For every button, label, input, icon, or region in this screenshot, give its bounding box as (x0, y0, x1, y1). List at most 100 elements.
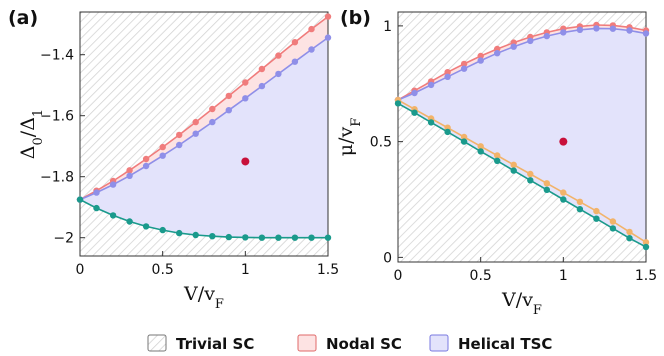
panel-b-series-lower-point (642, 243, 650, 251)
panel-b-series-lower_orange-line (397, 99, 647, 243)
panel-a-series-helical-line (79, 36, 329, 201)
panel-a-series-helical-point (109, 181, 117, 188)
panel-b-series-lower-point (576, 206, 584, 213)
panel-b-series-helical-point (593, 25, 600, 32)
panel-a-series-helical-point (258, 82, 266, 90)
panel-b-series-helical-point (642, 30, 650, 37)
panel-b-series-helical-point (460, 65, 468, 72)
panel-a-series-lower-point (93, 204, 100, 212)
legend-label-helical: Helical TSC (458, 335, 552, 353)
panel-a-series-lower-point (159, 226, 166, 234)
panel-a-series-nodal-point (176, 131, 183, 139)
panel-b-marker-point (559, 137, 568, 146)
panel-b-xtick-label: 0 (394, 268, 403, 284)
panel-a-series-helical-point (192, 130, 199, 137)
panel-b-series-lower-point (543, 186, 550, 193)
panel-a-series-helical-point (275, 70, 282, 78)
panel-b: 0 0.5 1 1.5 0 0.5 1 V/vF μ/vF (335, 11, 657, 318)
panel-b-series-helical-point (444, 73, 451, 81)
panel-b-series-nodal-line (397, 24, 647, 101)
panel-b-label: (b) (340, 7, 371, 29)
legend-label-nodal: Nodal SC (326, 335, 402, 353)
panel-b-series-lower_orange-point (642, 239, 650, 246)
panel-a-series-helical-point (291, 58, 299, 65)
panel-b-series-lower-point (460, 138, 468, 145)
panel-a-frame (79, 11, 329, 257)
panel-a-series-nodal-point (258, 65, 266, 73)
panel-b-series-helical-point (427, 81, 435, 89)
panel-b-series-lower_orange-point (543, 180, 550, 187)
panel-b-series-helical-point (510, 43, 517, 50)
panel-b-series-lower-point (427, 119, 435, 126)
panel-b-series-lower-point (626, 235, 633, 242)
panel-a: 0 0.5 1 1.5 −2 −1.8 −1.6 −1.4 V/vF Δ0/Δ1 (17, 11, 339, 312)
panel-a-label: (a) (8, 7, 38, 29)
panel-b-series-helical-point (527, 37, 534, 45)
panel-a-series-helical-point (159, 152, 166, 159)
panel-b-series-lower_orange-point (593, 207, 600, 215)
panel-b-xtick-label: 1 (559, 268, 568, 284)
panel-a-series-nodal-point (225, 92, 232, 100)
panel-b-series-lower_orange-point (460, 133, 468, 141)
panel-a-y-axis-label: Δ0/Δ1 (17, 109, 46, 159)
panel-b-xtick-label: 0.5 (470, 268, 492, 284)
panel-a-series-lower-point (225, 233, 232, 241)
panel-a-series-nodal-point (142, 155, 150, 163)
panel-b-series-lower-point (494, 157, 501, 164)
panel-b-series-nodal-point (477, 52, 484, 60)
panel-b-series-lower_orange-point (609, 218, 617, 225)
panel-b-series-nodal-point (460, 60, 468, 68)
panel-b-series-nodal-point (444, 69, 451, 76)
panel-a-series-lower-point (142, 223, 150, 230)
panel-a-series-nodal-point (209, 105, 216, 113)
panel-a-series-lower-point (176, 229, 183, 237)
panel-b-series-helical-point (411, 89, 418, 97)
panel-a-series-helical-point (308, 46, 315, 53)
panel-b-series-lower_orange-point (510, 161, 517, 168)
panel-a-ytick-label: −2 (53, 231, 74, 247)
panel-a-series-lower-point (258, 234, 266, 241)
panel-b-series-lower_orange-point (477, 143, 484, 150)
panel-a-series-nodal-point (291, 39, 299, 46)
panel-a-ytick-label: −1.8 (40, 170, 74, 186)
panel-a-series-lower-point (192, 231, 199, 239)
legend: Trivial SC Nodal SC Helical TSC (147, 334, 552, 353)
panel-b-ytick-label: 1 (383, 19, 392, 35)
panel-b-xtick-label: 1.5 (635, 268, 657, 284)
panel-b-y-axis-label: μ/vF (335, 118, 364, 157)
panel-b-series-lower-point (510, 167, 517, 174)
panel-a-series-lower-point (209, 233, 216, 240)
panel-a-series-nodal-point (275, 52, 282, 59)
panel-a-series-nodal-point (242, 79, 249, 86)
panel-a-series-lower-point (109, 212, 117, 219)
panel-a-series-nodal-point (192, 118, 199, 126)
panel-b-x-axis-label: V/vF (501, 289, 542, 318)
panel-b-series-helical-point (626, 27, 633, 34)
panel-b-series-lower-point (560, 196, 567, 203)
legend-swatch-trivial (147, 334, 167, 352)
panel-a-series-lower-point (324, 234, 332, 241)
panel-b-series-lower_orange-point (626, 228, 633, 236)
panel-a-series-helical-point (142, 162, 150, 170)
panel-a-series-nodal-point (159, 143, 166, 151)
panel-b-series-helical-point (576, 26, 584, 33)
panel-b-series-lower-point (394, 100, 402, 107)
panel-a-series-lower-point (275, 234, 282, 241)
legend-label-trivial: Trivial SC (176, 335, 254, 353)
panel-a-xtick-label: 1.5 (317, 262, 339, 278)
panel-a-xtick-label: 0 (76, 262, 85, 278)
panel-b-series-lower_orange-point (527, 170, 534, 178)
legend-swatch-nodal (297, 334, 317, 352)
panel-b-series-lower-point (609, 225, 617, 232)
panel-b-series-lower-point (411, 109, 418, 116)
panel-a-series-lower-point (291, 234, 299, 241)
panel-b-series-lower-line (397, 102, 647, 248)
panel-a-ytick-label: −1.6 (40, 109, 74, 125)
panel-b-helical-region (398, 28, 646, 248)
panel-a-series-helical-point (324, 34, 332, 41)
panel-b-series-lower_orange-point (494, 152, 501, 159)
panel-a-series-lower-point (308, 234, 315, 241)
panel-b-series-lower-point (527, 177, 534, 184)
panel-b-series-helical-point (560, 29, 567, 36)
